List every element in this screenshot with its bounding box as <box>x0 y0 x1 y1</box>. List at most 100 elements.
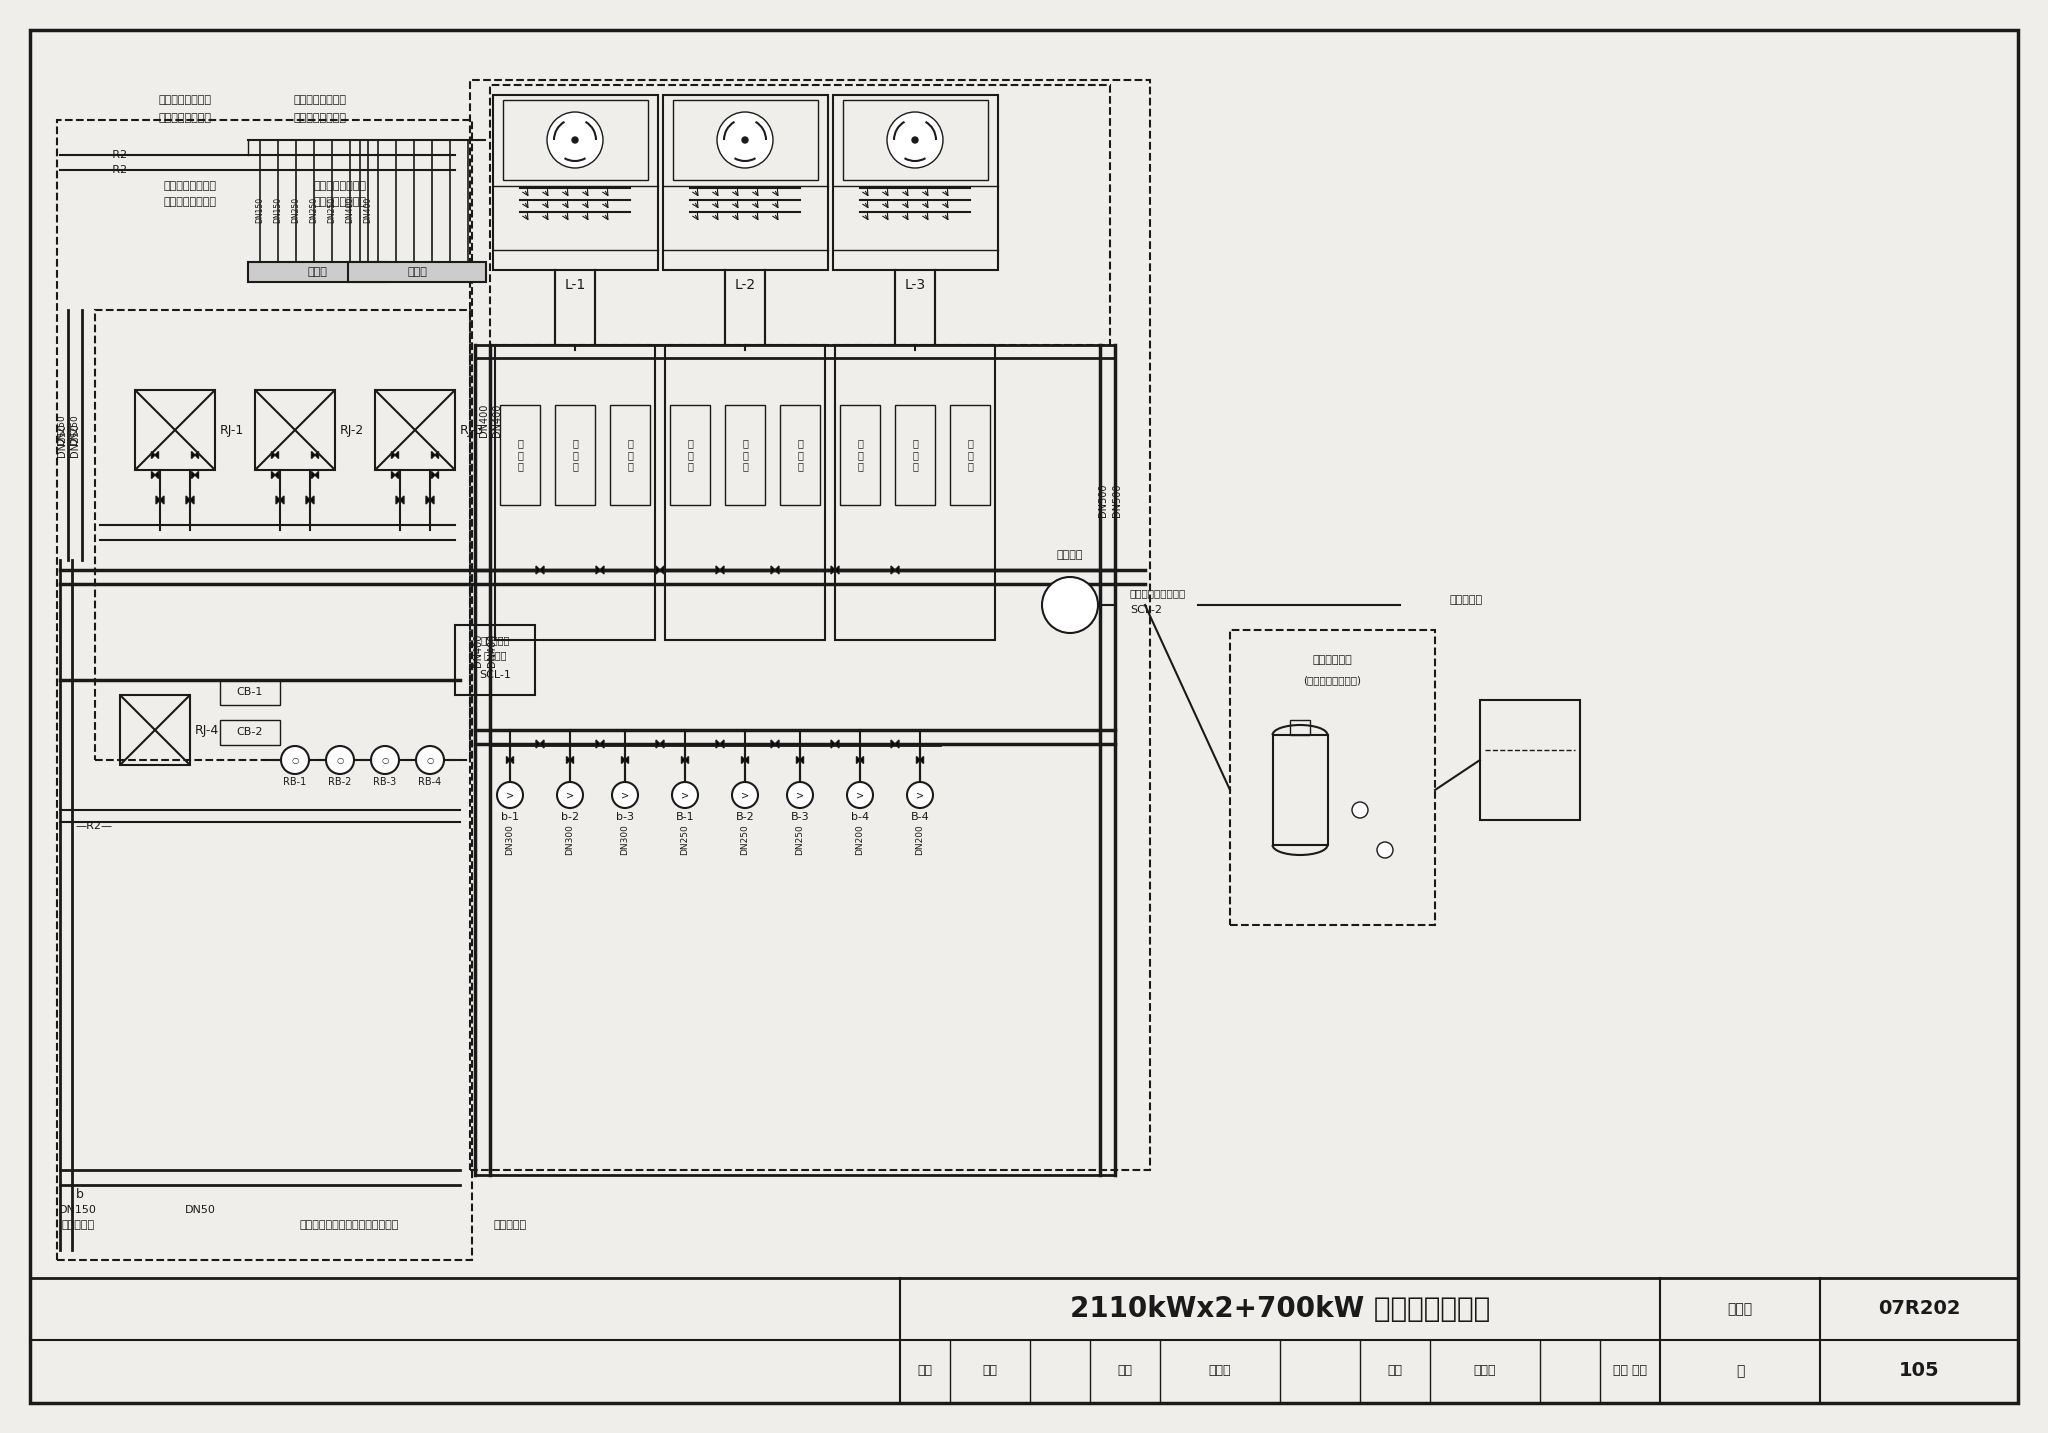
Text: L-3: L-3 <box>905 278 926 292</box>
Text: DN250: DN250 <box>57 414 66 446</box>
Text: DN150: DN150 <box>59 1205 96 1215</box>
Text: 冷
凝
机: 冷 凝 机 <box>686 438 692 471</box>
Text: 集水器: 集水器 <box>408 267 426 277</box>
Polygon shape <box>426 496 430 504</box>
Bar <box>496 345 655 641</box>
Polygon shape <box>315 471 319 479</box>
Polygon shape <box>918 757 920 764</box>
Polygon shape <box>895 566 899 575</box>
Text: 定流量阀: 定流量阀 <box>1057 550 1083 560</box>
Bar <box>1290 719 1311 735</box>
Text: DN400: DN400 <box>487 633 498 666</box>
Bar <box>1274 735 1327 845</box>
Polygon shape <box>721 566 725 575</box>
Polygon shape <box>391 451 395 459</box>
Polygon shape <box>272 451 274 459</box>
Text: —R2—: —R2— <box>76 821 113 831</box>
Bar <box>1481 699 1579 820</box>
Polygon shape <box>891 566 895 575</box>
Bar <box>664 95 827 269</box>
Text: 07R202: 07R202 <box>1878 1300 1960 1318</box>
Text: 审定: 审定 <box>1386 1364 1403 1377</box>
Text: 冷却水综合: 冷却水综合 <box>481 635 510 645</box>
Text: 西楼风机盘管回水: 西楼风机盘管回水 <box>313 196 367 206</box>
Polygon shape <box>193 451 195 459</box>
Circle shape <box>557 782 584 808</box>
Polygon shape <box>311 471 315 479</box>
Polygon shape <box>774 566 778 575</box>
Polygon shape <box>600 566 604 575</box>
Bar <box>248 262 385 282</box>
Circle shape <box>717 112 772 168</box>
Polygon shape <box>272 471 274 479</box>
Text: >: > <box>741 790 750 800</box>
Text: 东楼风机盘管供水: 东楼风机盘管供水 <box>158 113 211 123</box>
Text: 接自来水管: 接自来水管 <box>1450 595 1483 605</box>
Text: DN400: DN400 <box>492 403 502 437</box>
Circle shape <box>571 138 578 143</box>
Polygon shape <box>432 451 434 459</box>
Circle shape <box>1376 843 1393 858</box>
Text: b-2: b-2 <box>561 813 580 823</box>
Polygon shape <box>831 566 836 575</box>
Polygon shape <box>395 451 399 459</box>
Polygon shape <box>399 496 403 504</box>
Text: 审核: 审核 <box>918 1364 932 1377</box>
Polygon shape <box>770 739 774 748</box>
Polygon shape <box>395 471 399 479</box>
Text: DN400: DN400 <box>362 196 373 224</box>
Text: >: > <box>915 790 924 800</box>
Polygon shape <box>659 739 664 748</box>
Circle shape <box>281 747 309 774</box>
Polygon shape <box>600 739 604 748</box>
Bar <box>489 85 1110 345</box>
Polygon shape <box>537 566 541 575</box>
Text: >: > <box>797 790 805 800</box>
Polygon shape <box>770 566 774 575</box>
Text: L-1: L-1 <box>565 278 586 292</box>
Bar <box>135 390 215 470</box>
Text: RJ-2: RJ-2 <box>340 424 365 437</box>
Text: SCL-2: SCL-2 <box>1130 605 1161 615</box>
Polygon shape <box>596 566 600 575</box>
Polygon shape <box>432 471 434 479</box>
Polygon shape <box>860 757 864 764</box>
Polygon shape <box>281 496 285 504</box>
Text: B-4: B-4 <box>911 813 930 823</box>
Polygon shape <box>745 757 748 764</box>
Text: 分水器: 分水器 <box>307 267 328 277</box>
Text: DN300: DN300 <box>565 824 575 856</box>
Bar <box>57 120 471 1260</box>
Polygon shape <box>831 739 836 748</box>
Text: B-2: B-2 <box>735 813 754 823</box>
Polygon shape <box>156 471 158 479</box>
Text: 丁高: 丁高 <box>983 1364 997 1377</box>
Polygon shape <box>891 739 895 748</box>
Text: DN250: DN250 <box>57 423 68 457</box>
Bar <box>31 1278 2017 1403</box>
Text: >: > <box>506 790 514 800</box>
Polygon shape <box>621 757 625 764</box>
Polygon shape <box>434 471 438 479</box>
Text: b-1: b-1 <box>502 813 518 823</box>
Polygon shape <box>274 471 279 479</box>
Circle shape <box>731 782 758 808</box>
Text: DN250: DN250 <box>795 824 805 856</box>
Polygon shape <box>156 451 158 459</box>
Text: DN200: DN200 <box>856 824 864 856</box>
Text: DN250: DN250 <box>291 196 301 224</box>
Bar <box>219 719 281 745</box>
Bar <box>94 310 469 759</box>
Text: RJ-4: RJ-4 <box>195 724 219 737</box>
Text: 设计 李莹: 设计 李莹 <box>1614 1364 1647 1377</box>
Polygon shape <box>856 757 860 764</box>
Bar <box>469 80 1151 1169</box>
Bar <box>494 95 657 269</box>
Polygon shape <box>797 757 801 764</box>
Polygon shape <box>186 496 190 504</box>
Text: 图集号: 图集号 <box>1726 1303 1753 1315</box>
Circle shape <box>907 782 934 808</box>
Bar <box>725 406 766 504</box>
Bar <box>840 406 881 504</box>
Text: RB-3: RB-3 <box>373 777 397 787</box>
